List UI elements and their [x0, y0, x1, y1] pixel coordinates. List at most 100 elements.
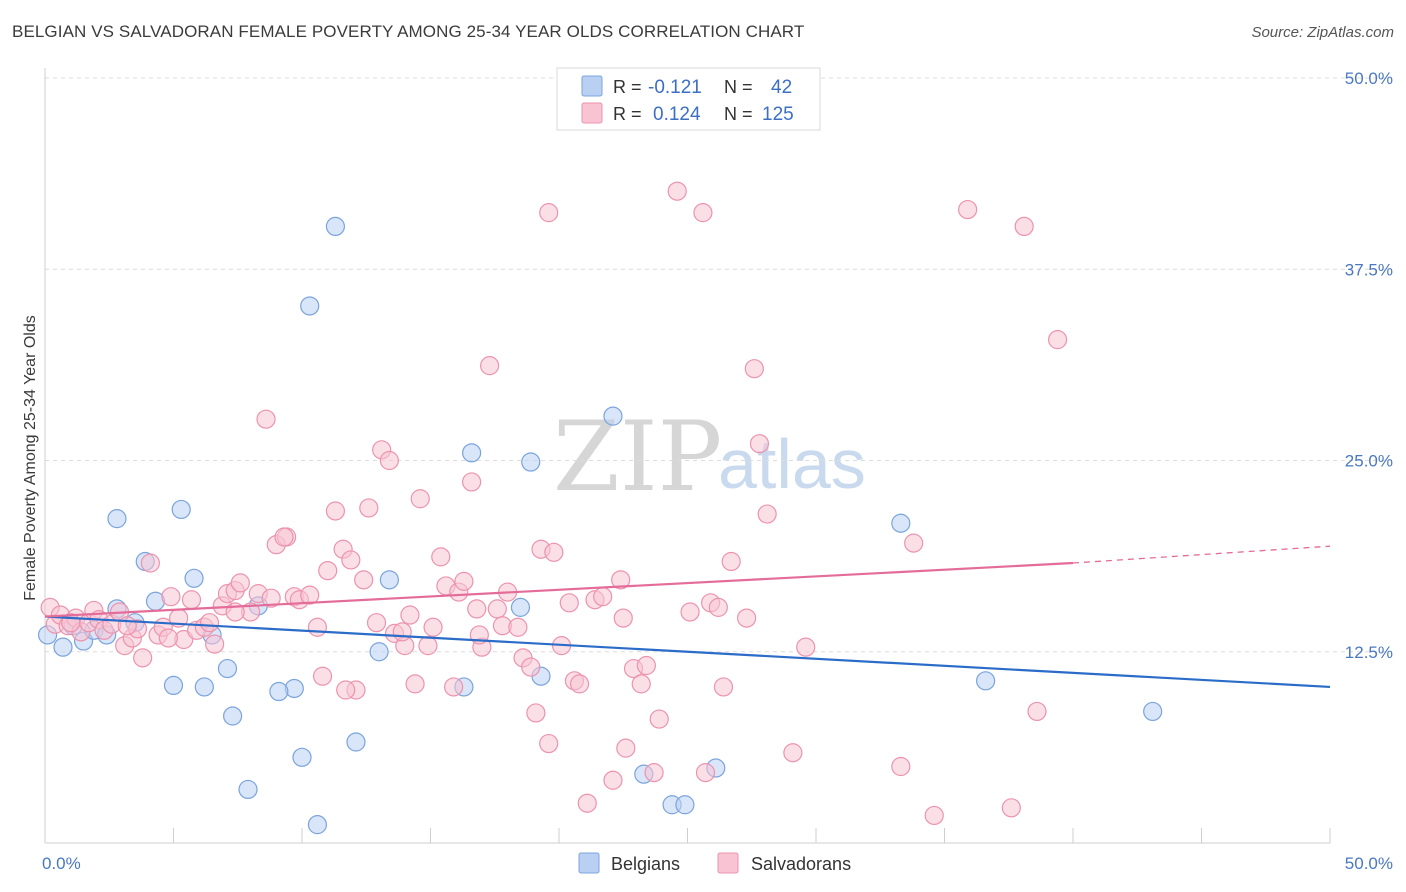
legend-n-label: N =: [724, 77, 753, 97]
belgians-point: [284, 678, 304, 699]
salvadorans-trend-line: [44, 561, 1074, 618]
salvadorans-point: [325, 501, 346, 521]
salvadorans-point: [749, 434, 770, 454]
watermark-zip: ZIP: [553, 401, 722, 513]
belgians-point: [184, 568, 204, 588]
salvadorans-point: [400, 605, 420, 625]
belgians-point: [292, 747, 312, 767]
belgians-point: [307, 815, 328, 835]
gridlines: [45, 77, 1392, 653]
x-tick-label: 0.0%: [42, 854, 81, 873]
legend-swatch-belgians: [578, 852, 600, 874]
belgians-point: [238, 779, 258, 800]
salvadorans-point: [454, 571, 474, 591]
salvadorans-point: [544, 542, 564, 562]
salvadorans-point: [577, 793, 597, 813]
salvadorans-point: [958, 199, 978, 220]
salvadorans-point: [783, 743, 803, 763]
salvadorans-point: [487, 599, 507, 619]
salvadorans-point: [307, 617, 328, 637]
y-tick-label: 12.5%: [1345, 643, 1393, 662]
salvadorans-point: [133, 648, 153, 668]
salvadorans-point: [1047, 330, 1068, 350]
belgians-points: [37, 216, 1163, 835]
y-tick-label: 50.0%: [1345, 69, 1393, 88]
salvadorans-point: [181, 590, 202, 610]
salvadorans-point: [680, 602, 700, 622]
y-tick-label: 37.5%: [1345, 260, 1393, 279]
salvadorans-point: [161, 587, 181, 607]
salvadorans-point: [205, 634, 225, 654]
belgians-point: [369, 642, 389, 662]
belgians-point: [346, 732, 366, 752]
salvadorans-point: [117, 616, 137, 636]
salvadorans-point: [636, 655, 656, 676]
watermark-atlas: atlas: [718, 425, 866, 503]
belgians-point: [217, 658, 238, 679]
legend-swatch-salvadorans: [581, 102, 603, 124]
salvadorans-point: [392, 622, 412, 642]
belgians-point: [107, 509, 127, 529]
legend-swatch-belgians: [581, 75, 603, 97]
salvadorans-point: [613, 608, 633, 628]
salvadorans-point: [230, 573, 250, 593]
salvadorans-point: [318, 561, 338, 581]
salvadorans-point: [1027, 701, 1047, 722]
legend-swatch-salvadorans: [717, 852, 739, 874]
stats-legend: R = -0.121 N = 42 R = 0.124 N = 125: [556, 67, 821, 131]
belgians-point: [379, 570, 399, 590]
salvadorans-point: [158, 628, 178, 648]
salvadorans-point: [140, 553, 160, 573]
salvadorans-point: [631, 674, 651, 694]
salvadorans-point: [616, 738, 636, 758]
salvadorans-point: [649, 709, 669, 729]
salvadorans-point: [423, 617, 443, 637]
salvadorans-point: [593, 587, 613, 607]
salvadorans-point: [410, 489, 430, 509]
salvadorans-point: [713, 677, 734, 697]
x-tick-label: 50.0%: [1345, 854, 1393, 873]
salvadorans-point: [261, 588, 281, 608]
salvadorans-point: [744, 359, 764, 379]
tick-labels: 12.5% 25.0% 37.5% 50.0% 0.0% 50.0%: [42, 69, 1393, 873]
series-legend: Belgians Salvadorans: [578, 852, 851, 874]
salvadorans-point: [904, 533, 924, 553]
salvadorans-point: [467, 599, 487, 619]
belgians-point: [462, 443, 482, 463]
salvadorans-point: [256, 409, 276, 429]
salvadorans-point: [924, 805, 944, 826]
salvadorans-point: [521, 657, 541, 677]
belgians-point: [891, 513, 911, 533]
legend-n-value: 42: [771, 77, 792, 98]
salvadorans-point: [274, 527, 294, 547]
legend-label-belgians: Belgians: [611, 854, 680, 874]
salvadorans-point: [539, 733, 559, 754]
salvadorans-point: [199, 613, 220, 633]
salvadorans-point: [603, 770, 623, 790]
salvadorans-point: [508, 617, 528, 637]
salvadorans-point: [366, 613, 387, 633]
belgians-point: [976, 671, 996, 691]
salvadorans-point: [737, 608, 757, 628]
belgians-point: [521, 452, 541, 472]
salvadorans-point: [559, 593, 579, 613]
salvadorans-point: [611, 570, 631, 590]
belgians-point: [223, 706, 243, 726]
salvadorans-trend-extension: [1072, 545, 1331, 564]
legend-n-value: 125: [762, 104, 794, 125]
salvadorans-point: [480, 356, 500, 376]
salvadorans-point: [891, 756, 911, 777]
salvadorans-point: [444, 677, 464, 697]
salvadorans-point: [359, 498, 379, 518]
chart-source: Source: ZipAtlas.com: [1251, 24, 1394, 41]
belgians-point: [194, 677, 214, 697]
salvadorans-point: [418, 636, 438, 656]
belgians-point: [325, 216, 346, 237]
belgians-trend-line: [44, 615, 1331, 689]
legend-r-label: R =: [613, 104, 642, 124]
belgians-point: [171, 499, 191, 520]
salvadorans-point: [379, 450, 399, 471]
salvadorans-point: [462, 472, 482, 492]
belgians-point: [269, 681, 289, 702]
salvadorans-point: [693, 203, 713, 223]
